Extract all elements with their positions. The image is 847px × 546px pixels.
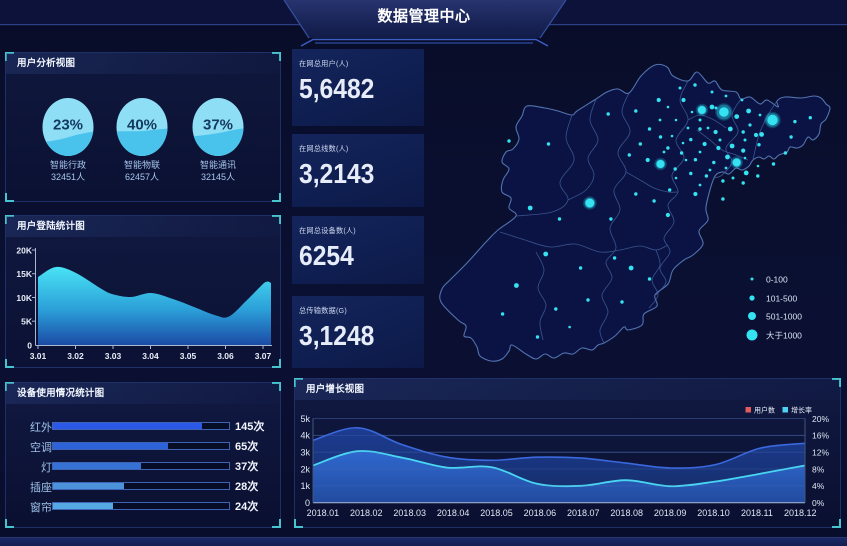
svg-text:2018.07: 2018.07 [567,508,600,518]
svg-text:0: 0 [305,498,310,508]
svg-text:2018.03: 2018.03 [393,508,426,518]
svg-text:0%: 0% [812,498,825,508]
svg-text:3.05: 3.05 [180,351,197,361]
svg-text:2018.10: 2018.10 [697,508,730,518]
svg-text:2018.05: 2018.05 [480,508,513,518]
svg-text:用户数: 用户数 [754,406,775,415]
svg-text:3.04: 3.04 [142,351,159,361]
svg-text:3.06: 3.06 [217,351,234,361]
svg-text:37%: 37% [203,117,233,134]
svg-text:5k: 5k [300,414,310,424]
svg-text:1k: 1k [300,481,310,491]
svg-text:3.03: 3.03 [105,351,122,361]
svg-text:15K: 15K [16,269,32,279]
svg-text:8%: 8% [812,464,825,474]
svg-text:0: 0 [27,341,32,351]
svg-text:2k: 2k [300,464,310,474]
svg-text:501-1000: 501-1000 [766,312,802,322]
svg-text:2018.01: 2018.01 [307,508,340,518]
svg-text:2018.11: 2018.11 [741,508,773,518]
svg-text:20%: 20% [812,414,829,424]
svg-text:增长率: 增长率 [791,406,812,415]
svg-text:23%: 23% [53,117,83,134]
svg-text:数据管理中心: 数据管理中心 [377,7,470,25]
svg-text:大于1000: 大于1000 [766,331,802,341]
svg-text:2018.02: 2018.02 [350,508,383,518]
svg-text:3.01: 3.01 [30,351,47,361]
svg-text:2018.12: 2018.12 [784,508,817,518]
svg-text:20K: 20K [16,246,32,256]
svg-text:2018.08: 2018.08 [610,508,643,518]
svg-text:3.07: 3.07 [255,351,272,361]
svg-text:2018.04: 2018.04 [437,508,470,518]
svg-text:3k: 3k [300,448,310,458]
svg-text:10K: 10K [16,293,32,303]
svg-text:12%: 12% [812,448,829,458]
svg-text:2018.06: 2018.06 [524,508,557,518]
svg-text:2018.09: 2018.09 [654,508,687,518]
svg-text:4k: 4k [300,431,310,441]
svg-text:5K: 5K [21,317,33,327]
svg-text:40%: 40% [127,117,157,134]
svg-text:16%: 16% [812,431,829,441]
svg-text:4%: 4% [812,481,825,491]
svg-text:3.02: 3.02 [67,351,84,361]
svg-text:0-100: 0-100 [766,275,788,285]
svg-text:101-500: 101-500 [766,294,797,304]
